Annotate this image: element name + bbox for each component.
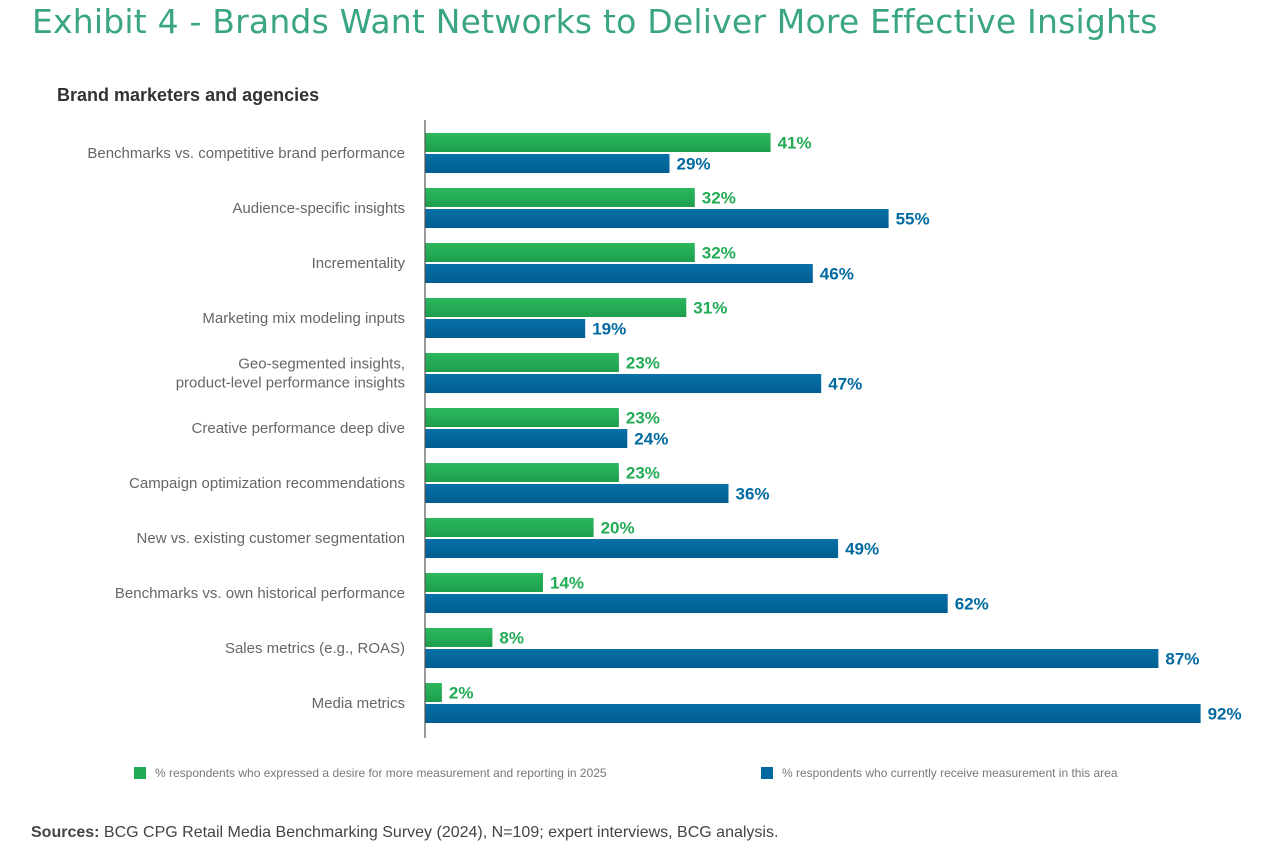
value-label-desire: 41%	[778, 134, 812, 153]
value-label-current: 92%	[1208, 705, 1242, 724]
value-label-desire: 32%	[702, 189, 736, 208]
bar-current	[425, 429, 628, 448]
bar-desire	[425, 133, 771, 152]
category-label-line: Marketing mix modeling inputs	[202, 310, 405, 327]
value-label-current: 29%	[677, 155, 711, 174]
category-group: New vs. existing customer segmentation 20…	[137, 518, 879, 559]
category-group: Sales metrics (e.g., ROAS) 8% 87%	[225, 628, 1199, 669]
legend-swatch-current	[761, 767, 773, 779]
value-label-current: 62%	[955, 595, 989, 614]
category-label-line: Benchmarks vs. own historical performanc…	[115, 585, 405, 602]
category-label: New vs. existing customer segmentation	[137, 530, 405, 547]
chart-subtitle: Brand marketers and agencies	[57, 85, 320, 105]
legend-item-current: % respondents who currently receive meas…	[761, 766, 1118, 780]
category-label-line: Benchmarks vs. competitive brand perform…	[87, 145, 405, 162]
category-group: Benchmarks vs. own historical performanc…	[115, 573, 989, 614]
category-group: Geo-segmented insights, product-level per…	[176, 353, 862, 394]
bar-desire	[425, 683, 442, 702]
value-label-current: 49%	[845, 540, 879, 559]
value-label-desire: 23%	[626, 354, 660, 373]
value-label-desire: 2%	[449, 684, 474, 703]
category-label-line: Incrementality	[312, 255, 406, 272]
bar-desire	[425, 518, 594, 537]
value-label-current: 47%	[828, 375, 862, 394]
bar-desire	[425, 408, 619, 427]
category-label-line: Sales metrics (e.g., ROAS)	[225, 640, 405, 657]
bar-current	[425, 704, 1201, 723]
category-group: Incrementality 32% 46%	[312, 243, 854, 284]
category-group: Marketing mix modeling inputs 31% 19%	[202, 298, 727, 339]
value-label-desire: 20%	[601, 519, 635, 538]
category-group: Media metrics 2% 92%	[312, 683, 1242, 724]
category-label: Audience-specific insights	[232, 200, 405, 217]
category-label: Media metrics	[312, 695, 405, 712]
value-label-current: 19%	[592, 320, 626, 339]
bar-current	[425, 319, 586, 338]
category-label-line: Geo-segmented insights,	[238, 356, 405, 373]
category-label: Incrementality	[312, 255, 406, 272]
value-label-desire: 23%	[626, 409, 660, 428]
category-label: Marketing mix modeling inputs	[202, 310, 405, 327]
value-label-current: 24%	[634, 430, 668, 449]
value-label-desire: 31%	[693, 299, 727, 318]
legend-swatch-desire	[134, 767, 146, 779]
value-label-current: 55%	[896, 210, 930, 229]
category-label: Benchmarks vs. own historical performanc…	[115, 585, 405, 602]
legend-item-desire: % respondents who expressed a desire for…	[134, 766, 607, 780]
sources-text: BCG CPG Retail Media Benchmarking Survey…	[99, 824, 779, 841]
category-label-line: product-level performance insights	[176, 375, 405, 392]
legend-label-desire: % respondents who expressed a desire for…	[155, 766, 607, 780]
category-label: Creative performance deep dive	[192, 420, 405, 437]
category-group: Creative performance deep dive 23% 24%	[192, 408, 668, 449]
sources-note: Sources: BCG CPG Retail Media Benchmarki…	[31, 824, 778, 842]
value-label-current: 36%	[736, 485, 770, 504]
category-group: Benchmarks vs. competitive brand perform…	[87, 133, 812, 174]
value-label-current: 87%	[1165, 650, 1199, 669]
bar-desire	[425, 243, 695, 262]
sources-label: Sources:	[31, 824, 100, 841]
bar-current	[425, 649, 1159, 668]
category-label: Benchmarks vs. competitive brand perform…	[87, 145, 405, 162]
bar-desire	[425, 353, 619, 372]
bar-desire	[425, 573, 543, 592]
bar-current	[425, 539, 839, 558]
category-label-line: Audience-specific insights	[232, 200, 405, 217]
category-label-line: Campaign optimization recommendations	[129, 475, 405, 492]
page-title: Exhibit 4 - Brands Want Networks to Deli…	[32, 2, 1158, 41]
value-label-desire: 23%	[626, 464, 660, 483]
category-label-line: Media metrics	[312, 695, 405, 712]
category-label: Sales metrics (e.g., ROAS)	[225, 640, 405, 657]
legend-label-current: % respondents who currently receive meas…	[782, 766, 1118, 780]
value-label-desire: 32%	[702, 244, 736, 263]
category-label: Campaign optimization recommendations	[129, 475, 405, 492]
bar-current	[425, 209, 889, 228]
bar-chart: Benchmarks vs. competitive brand perform…	[87, 120, 1242, 738]
value-label-current: 46%	[820, 265, 854, 284]
bar-current	[425, 374, 822, 393]
bar-current	[425, 264, 813, 283]
category-label-line: New vs. existing customer segmentation	[137, 530, 405, 547]
bar-current	[425, 594, 948, 613]
value-label-desire: 14%	[550, 574, 584, 593]
category-group: Audience-specific insights 32% 55%	[232, 188, 930, 229]
bar-desire	[425, 188, 695, 207]
category-label-line: Creative performance deep dive	[192, 420, 405, 437]
bar-current	[425, 154, 670, 173]
value-label-desire: 8%	[499, 629, 524, 648]
category-group: Campaign optimization recommendations 23%…	[129, 463, 770, 504]
bar-desire	[425, 463, 619, 482]
bar-current	[425, 484, 729, 503]
bar-desire	[425, 628, 493, 647]
category-label: Geo-segmented insights, product-level per…	[176, 356, 405, 392]
bar-desire	[425, 298, 687, 317]
